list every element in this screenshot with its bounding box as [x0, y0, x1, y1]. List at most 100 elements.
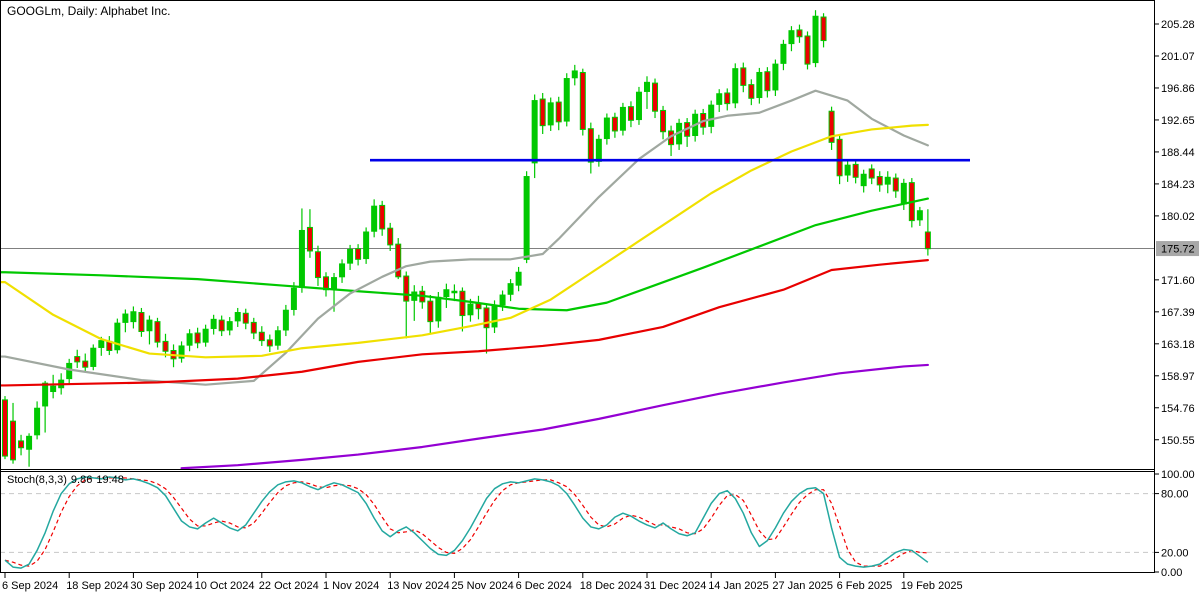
stoch-main-line	[4, 476, 929, 569]
candle-bull	[884, 176, 891, 185]
candle-bull	[274, 330, 281, 346]
candle-bear	[395, 243, 402, 278]
candle-bull	[812, 15, 819, 64]
candle-bear	[555, 101, 562, 123]
axis-label: 80.00	[1161, 489, 1189, 501]
candle-bull	[186, 333, 193, 346]
axis-label: 196.86	[1161, 83, 1195, 95]
candle-bear	[250, 321, 257, 334]
axis-label: 1 Nov 2024	[323, 580, 379, 592]
axis-label: 6 Sep 2024	[2, 580, 58, 592]
ma-overlays-layer	[0, 89, 929, 470]
candle-bull	[210, 318, 217, 329]
candle-bull	[563, 78, 570, 122]
candle-bull	[860, 173, 867, 187]
stochastic-layer	[0, 476, 1155, 569]
candle-bear	[724, 92, 731, 105]
candle-bear	[852, 163, 859, 178]
candle-bull	[282, 309, 289, 331]
candle-bear	[748, 84, 755, 99]
candle-bull	[708, 104, 715, 127]
stoch-axis[interactable]: 100.00 80.00 20.00 0.00	[1155, 469, 1195, 579]
candle-bull	[531, 100, 538, 164]
axis-label: 14 Jan 2025	[708, 580, 769, 592]
stoch-indicator-label: Stoch(8,3,3) 9.86 19.48	[7, 474, 128, 486]
axis-label: 100.00	[1161, 469, 1195, 481]
axis-label: 201.07	[1161, 51, 1195, 63]
axis-label: 188.44	[1161, 147, 1195, 159]
candle-bear	[427, 300, 434, 323]
symbol-title: GOOGLm, Daily: Alphabet Inc.	[7, 4, 171, 18]
candle-bear	[162, 340, 169, 352]
candle-bear	[764, 71, 771, 92]
candle-bull	[443, 289, 450, 298]
axis-label: 10 Oct 2024	[195, 580, 255, 592]
candle-bear	[868, 168, 875, 179]
candle-bull	[619, 106, 626, 131]
candle-bear	[796, 29, 803, 38]
candle-bear	[138, 312, 145, 333]
price-axis[interactable]: 205.28 201.07 196.86 192.65 188.44 184.23 180.…	[1155, 19, 1195, 447]
stoch-name: Stoch(8,3,3)	[7, 474, 67, 486]
ma-yellow-line	[0, 123, 929, 359]
axis-label: 18 Sep 2024	[66, 580, 128, 592]
candle-bear	[579, 71, 586, 130]
candle-bull	[547, 102, 554, 126]
candle-bull	[298, 229, 305, 288]
candle-bull	[347, 248, 354, 264]
axis-label: 171.60	[1161, 275, 1195, 287]
candle-bull	[66, 362, 73, 380]
candle-bull	[603, 117, 610, 140]
candle-bull	[146, 319, 153, 332]
candle-bull	[339, 263, 346, 278]
candle-bear	[242, 312, 249, 324]
candle-bull	[122, 313, 129, 323]
candle-bull	[451, 290, 458, 294]
candle-bull	[363, 231, 370, 260]
ma-purple-line	[180, 363, 929, 470]
stoch-d-value: 19.48	[96, 474, 124, 486]
candle-bear	[2, 399, 8, 457]
axis-label: 30 Sep 2024	[130, 580, 192, 592]
candle-bull	[900, 182, 907, 205]
candle-bear	[266, 339, 273, 347]
candle-bull	[130, 311, 137, 323]
frame-borders	[0, 0, 1155, 573]
candle-bull	[491, 305, 498, 328]
candle-bear	[483, 307, 490, 329]
ma-gray-line	[0, 89, 929, 386]
stoch-signal-line	[4, 477, 928, 567]
candle-bull	[435, 296, 442, 322]
candle-bull	[467, 303, 474, 316]
candle-bear	[828, 110, 835, 143]
axis-label: 22 Oct 2024	[259, 580, 319, 592]
candle-bull	[507, 283, 514, 295]
candle-bull	[635, 91, 642, 121]
candle-bear	[403, 275, 410, 302]
candle-bear	[924, 231, 931, 250]
ma-red-line	[0, 258, 929, 387]
candle-bear	[660, 109, 667, 133]
candle-bull	[788, 30, 795, 45]
axis-label: 192.65	[1161, 115, 1195, 127]
candles-layer	[2, 10, 931, 467]
candle-bear	[379, 204, 386, 230]
axis-label: 19 Feb 2025	[901, 580, 963, 592]
candle-bull	[226, 321, 233, 331]
candle-bull	[772, 63, 779, 91]
candle-bull	[844, 164, 851, 176]
axis-label: 184.23	[1161, 179, 1195, 191]
date-axis[interactable]: 6 Sep 2024 18 Sep 2024 30 Sep 2024 10 Oct 2…	[2, 573, 963, 592]
candle-bear	[652, 82, 659, 112]
axis-label: 18 Dec 2024	[580, 580, 642, 592]
candle-bear	[306, 226, 313, 252]
candle-bear	[154, 321, 161, 343]
axis-label: 13 Nov 2024	[387, 580, 449, 592]
candle-bull	[98, 340, 105, 348]
candle-bear	[804, 35, 811, 65]
candle-bear	[355, 248, 362, 260]
candle-bull	[732, 68, 739, 104]
candle-bear	[18, 440, 25, 449]
